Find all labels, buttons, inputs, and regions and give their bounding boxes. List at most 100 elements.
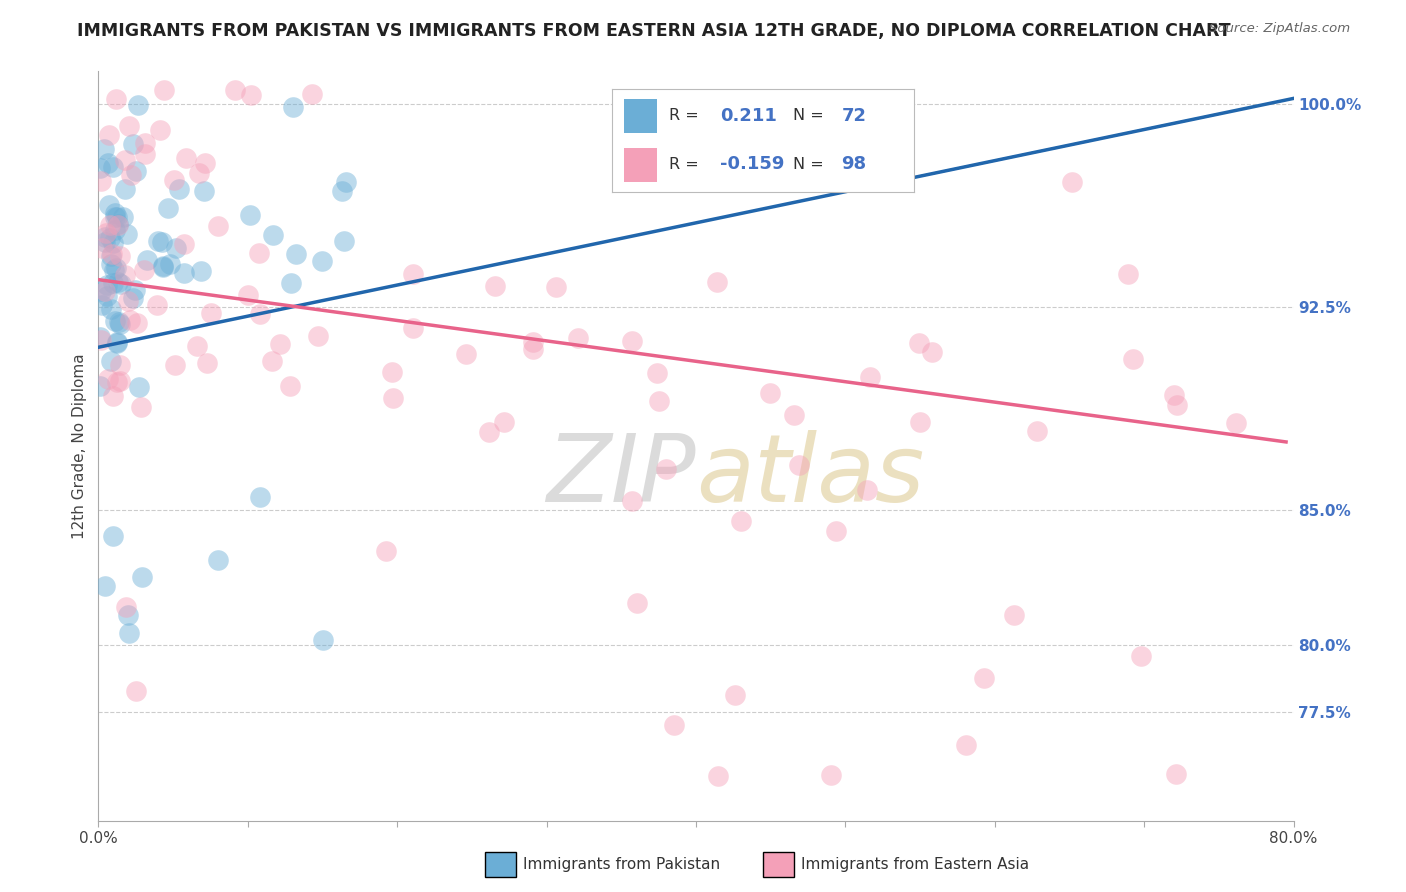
Point (759, 386, 782, 401)
Point (165, 242, 187, 256)
Point (620, 334, 643, 349)
Point (110, 277, 132, 292)
Point (224, 83, 246, 97)
Point (98, 128, 121, 142)
Text: IMMIGRANTS FROM PAKISTAN VS IMMIGRANTS FROM EASTERN ASIA 12TH GRADE, NO DIPLOMA : IMMIGRANTS FROM PAKISTAN VS IMMIGRANTS F… (77, 22, 1232, 40)
Point (1060, 175, 1083, 189)
Point (107, 217, 129, 231)
Point (104, 206, 127, 220)
Point (131, 570, 153, 584)
Point (908, 335, 931, 350)
Point (311, 254, 333, 268)
Point (100, 257, 122, 271)
Point (103, 262, 125, 277)
Text: R =: R = (669, 108, 704, 123)
Point (163, 172, 186, 186)
Point (100, 302, 122, 317)
Point (93, 579, 115, 593)
Point (132, 262, 155, 277)
Point (101, 276, 124, 290)
Point (90, 333, 112, 347)
Point (100, 247, 122, 261)
Point (706, 275, 728, 289)
Point (301, 87, 323, 101)
Point (125, 163, 148, 178)
Point (312, 632, 335, 647)
Point (124, 283, 146, 297)
Point (100, 354, 122, 368)
Point (456, 347, 478, 361)
Point (239, 208, 262, 222)
Point (90, 284, 112, 298)
Point (195, 356, 218, 370)
Point (522, 335, 544, 350)
Point (105, 334, 128, 349)
Point (207, 553, 229, 567)
Point (97, 198, 120, 212)
Point (104, 92, 127, 106)
Point (1166, 766, 1188, 780)
Point (645, 366, 668, 380)
Point (307, 329, 329, 343)
Point (174, 151, 197, 165)
Point (1025, 425, 1047, 439)
Text: Immigrants from Pakistan: Immigrants from Pakistan (523, 857, 720, 871)
Point (1130, 649, 1153, 664)
Point (662, 718, 685, 732)
Point (402, 267, 425, 281)
Point (104, 314, 127, 328)
Text: N =: N = (793, 157, 830, 171)
Point (955, 738, 977, 752)
Point (103, 235, 125, 250)
Point (1002, 607, 1025, 622)
Point (108, 315, 131, 329)
Point (127, 98, 149, 112)
Point (269, 337, 291, 351)
Point (190, 263, 212, 277)
Point (1166, 398, 1188, 412)
Point (188, 166, 211, 180)
Point (402, 320, 425, 334)
Point (108, 358, 131, 372)
Point (194, 155, 217, 169)
Point (167, 182, 190, 196)
Text: 98: 98 (841, 155, 866, 173)
Point (249, 307, 271, 321)
Point (134, 147, 156, 161)
Point (335, 175, 357, 189)
Point (112, 210, 135, 224)
Point (787, 458, 810, 473)
Point (655, 462, 678, 476)
Point (173, 266, 195, 280)
Point (332, 235, 354, 249)
Point (90, 241, 112, 255)
Text: 72: 72 (841, 107, 866, 125)
Point (108, 249, 131, 263)
Point (134, 136, 156, 150)
Point (118, 119, 141, 133)
Text: Source: ZipAtlas.com: Source: ZipAtlas.com (1209, 22, 1350, 36)
Point (128, 379, 150, 393)
Point (375, 544, 398, 558)
Point (89, 329, 111, 343)
Point (114, 268, 136, 283)
Point (236, 288, 259, 302)
Point (330, 184, 353, 198)
Point (478, 425, 501, 440)
Point (921, 344, 943, 359)
Bar (624, 148, 657, 181)
Point (93, 142, 115, 156)
Point (89, 161, 111, 176)
Point (283, 100, 305, 114)
Point (856, 483, 879, 497)
Point (136, 252, 159, 267)
Point (973, 671, 995, 685)
Point (152, 260, 174, 274)
Text: R =: R = (669, 157, 704, 171)
Point (567, 330, 589, 344)
Text: N =: N = (793, 108, 830, 123)
Point (152, 259, 174, 273)
Point (94, 229, 117, 244)
Point (730, 515, 752, 529)
Point (107, 218, 129, 232)
